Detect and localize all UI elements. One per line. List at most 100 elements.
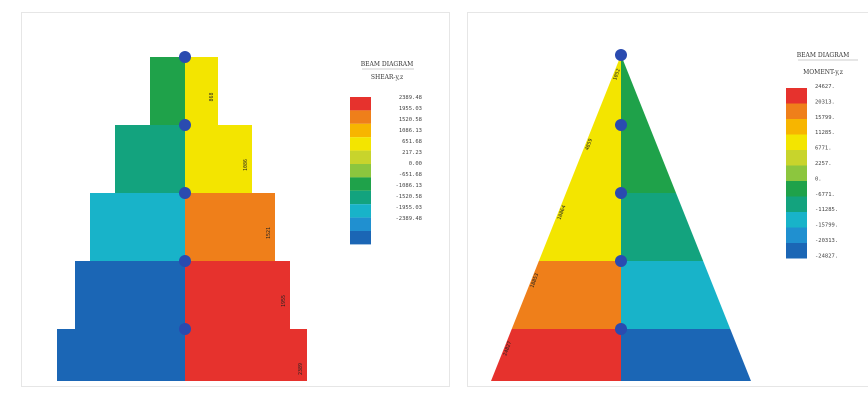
shear-bar-left — [57, 329, 185, 381]
legend-value: -6771. — [815, 192, 835, 198]
node-marker — [179, 51, 191, 63]
legend-value: 651.68 — [402, 139, 422, 145]
legend-value: 1520.58 — [399, 117, 422, 123]
legend-swatch — [350, 177, 371, 191]
moment-bar-right — [621, 125, 677, 193]
moment-bar-left — [491, 329, 621, 381]
legend-swatch — [350, 97, 371, 111]
legend-value: 1955.03 — [399, 106, 422, 112]
legend-value: -15799. — [815, 223, 838, 229]
legend-swatch — [786, 134, 807, 150]
legend-swatch — [786, 243, 807, 259]
legend-value: 15799. — [815, 115, 835, 121]
legend-swatch — [786, 212, 807, 228]
legend-values: 24627. 20313. 15799. 11285. 6771. 2257. 0. -677… — [815, 84, 838, 259]
legend-swatch — [786, 165, 807, 181]
legend-value: 20313. — [815, 99, 835, 105]
moment-legend: BEAM DIAGRAM MOMENT-y,z 24627. 20313. 1579… — [786, 52, 858, 259]
node-marker — [615, 119, 627, 131]
legend-swatch — [350, 137, 371, 151]
shear-bar-left — [115, 125, 185, 193]
node-marker — [179, 187, 191, 199]
legend-swatch — [350, 217, 371, 231]
shear-bar-right — [185, 125, 252, 193]
node-marker — [615, 255, 627, 267]
moment-nodes — [615, 49, 627, 335]
legend-value: -2389.48 — [396, 216, 423, 222]
moment-bar-left — [538, 193, 621, 261]
moment-bar-right — [621, 55, 649, 125]
legend-value: -651.68 — [399, 172, 422, 178]
legend-value: -1086.13 — [396, 183, 423, 189]
moment-bar-right — [621, 193, 704, 261]
shear-bars — [57, 57, 307, 381]
legend-swatch — [786, 227, 807, 243]
legend-swatch — [350, 204, 371, 218]
legend-values: 2389.48 1955.03 1520.58 1086.13 651.68 217.23… — [396, 95, 423, 222]
shear-bar-right — [185, 193, 275, 261]
node-marker — [615, 323, 627, 335]
legend-swatch — [350, 123, 371, 138]
moment-bar-right — [621, 261, 731, 329]
legend-value: -1955.03 — [396, 205, 423, 211]
legend-value: 2257. — [815, 161, 832, 167]
legend-swatch — [786, 150, 807, 166]
legend-value: -24827. — [815, 253, 838, 259]
legend-swatch — [786, 196, 807, 212]
moment-bar-left — [565, 125, 621, 193]
legend-value: 1086.13 — [399, 128, 422, 134]
node-marker — [179, 119, 191, 131]
legend-swatch — [350, 190, 371, 205]
legend-title: BEAM DIAGRAM — [797, 52, 849, 59]
shear-bar-left — [75, 261, 185, 329]
legend-title: BEAM DIAGRAM — [361, 61, 413, 68]
legend-value: 0. — [815, 176, 822, 182]
shear-diagram-canvas: 868 1086 1521 1955 2389 BEAM DIAGRAM SHEAR-y… — [57, 51, 423, 381]
shear-bar-labels: 868 1086 1521 1955 2389 — [209, 92, 304, 375]
shear-bar-right — [185, 329, 307, 381]
moment-bar-left — [593, 55, 621, 125]
legend-value: 0.00 — [409, 161, 422, 167]
moment-bar-right — [621, 329, 751, 381]
legend-swatch — [786, 103, 807, 119]
legend-value: 217.23 — [402, 150, 422, 156]
legend-value: 6771. — [815, 146, 832, 152]
legend-value: -1520.58 — [396, 194, 423, 200]
shear-nodes — [179, 51, 191, 335]
shear-bar-label: 868 — [209, 92, 215, 101]
legend-swatch — [350, 150, 371, 164]
shear-bar-label: 1521 — [266, 227, 272, 239]
shear-legend: BEAM DIAGRAM SHEAR-y,z 2389.48 1955.03 152… — [350, 61, 423, 245]
legend-swatch — [786, 119, 807, 135]
shear-diagram-panel: 868 1086 1521 1955 2389 BEAM DIAGRAM SHEAR-y… — [21, 12, 450, 387]
node-marker — [179, 323, 191, 335]
moment-bar-left — [511, 261, 621, 329]
node-marker — [615, 49, 627, 61]
shear-bar-label: 1955 — [281, 295, 287, 307]
legend-subtitle: MOMENT-y,z — [803, 69, 843, 76]
shear-bar-right — [185, 57, 218, 125]
legend-swatch — [786, 181, 807, 197]
shear-bar-left — [90, 193, 185, 261]
shear-bar-label: 1086 — [243, 159, 249, 171]
legend-value: -11285. — [815, 207, 838, 213]
shear-bar-right — [185, 261, 290, 329]
moment-bars — [491, 55, 751, 381]
node-marker — [615, 187, 627, 199]
legend-value: 24627. — [815, 84, 835, 90]
legend-swatch — [350, 110, 371, 124]
moment-bar-label: 10864 — [557, 205, 568, 221]
moment-bar-label: 4859 — [584, 138, 594, 151]
node-marker — [179, 255, 191, 267]
legend-swatches — [350, 97, 371, 245]
legend-subtitle: SHEAR-y,z — [371, 74, 403, 81]
moment-bar-label: 1052 — [612, 68, 622, 81]
legend-swatch — [350, 231, 371, 245]
shear-bar-left — [150, 57, 185, 125]
legend-swatch — [786, 88, 807, 104]
shear-bar-label: 2389 — [298, 363, 304, 375]
legend-swatch — [350, 164, 371, 178]
legend-value: -20313. — [815, 238, 838, 244]
moment-diagram-canvas: 1052 4859 10864 18853 24827 BEAM DIAGRAM MOM… — [491, 49, 858, 381]
moment-bar-label: 18853 — [530, 273, 541, 289]
